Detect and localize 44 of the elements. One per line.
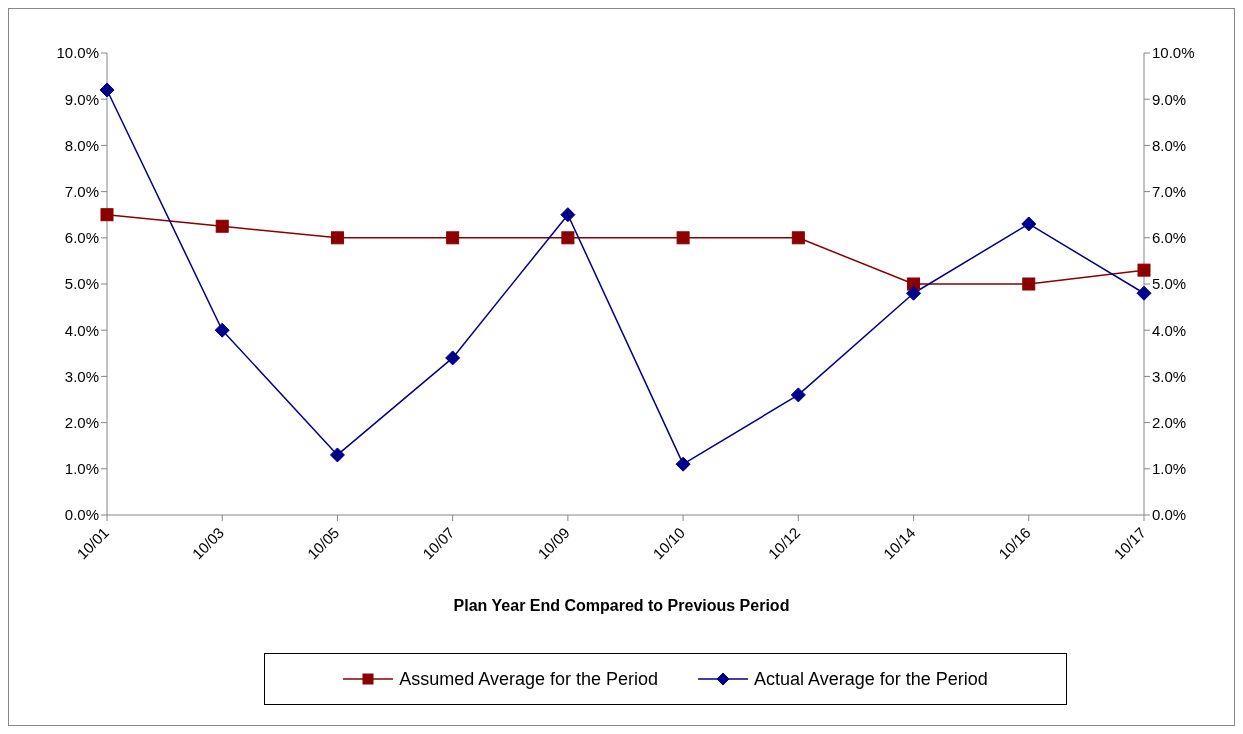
y2-tick-label: 0.0% — [1152, 506, 1187, 524]
point — [790, 387, 806, 403]
y2-tick-label: 3.0% — [1152, 367, 1187, 385]
legend-label: Actual Average for the Period — [754, 668, 988, 690]
point — [1021, 216, 1037, 232]
point — [445, 350, 461, 366]
point — [446, 231, 460, 245]
y-tick-label: 0.0% — [64, 506, 99, 524]
point — [330, 231, 344, 245]
y2-tick-label: 10.0% — [1152, 44, 1195, 62]
y-tick-label: 4.0% — [64, 321, 99, 339]
point — [1136, 285, 1152, 301]
y2-tick-label: 9.0% — [1152, 90, 1187, 108]
y-tick-label: 7.0% — [64, 182, 99, 200]
point — [906, 285, 922, 301]
point — [561, 231, 575, 245]
point — [791, 231, 805, 245]
y-tick-label: 2.0% — [64, 413, 99, 431]
point — [214, 322, 230, 338]
y-tick-label: 6.0% — [64, 229, 99, 247]
point — [99, 82, 115, 98]
y2-tick-label: 2.0% — [1152, 413, 1187, 431]
y2-tick-label: 8.0% — [1152, 136, 1187, 154]
point — [1137, 263, 1151, 277]
point — [675, 456, 691, 472]
y-tick-label: 5.0% — [64, 275, 99, 293]
point — [329, 447, 345, 463]
y2-tick-label: 1.0% — [1152, 460, 1187, 478]
legend-label: Assumed Average for the Period — [399, 668, 658, 690]
y-tick-label: 10.0% — [56, 44, 99, 62]
point — [676, 231, 690, 245]
y2-tick-label: 6.0% — [1152, 229, 1187, 247]
point — [100, 208, 114, 222]
y2-tick-label: 4.0% — [1152, 321, 1187, 339]
point — [1022, 277, 1036, 291]
y-tick-label: 9.0% — [64, 90, 99, 108]
x-axis-title: Plan Year End Compared to Previous Period — [452, 597, 791, 615]
y-tick-label: 8.0% — [64, 136, 99, 154]
y-tick-label: 1.0% — [64, 460, 99, 478]
point — [560, 207, 576, 223]
y2-tick-label: 7.0% — [1152, 182, 1187, 200]
y2-tick-label: 5.0% — [1152, 275, 1187, 293]
y-tick-label: 3.0% — [64, 367, 99, 385]
point — [215, 219, 229, 233]
